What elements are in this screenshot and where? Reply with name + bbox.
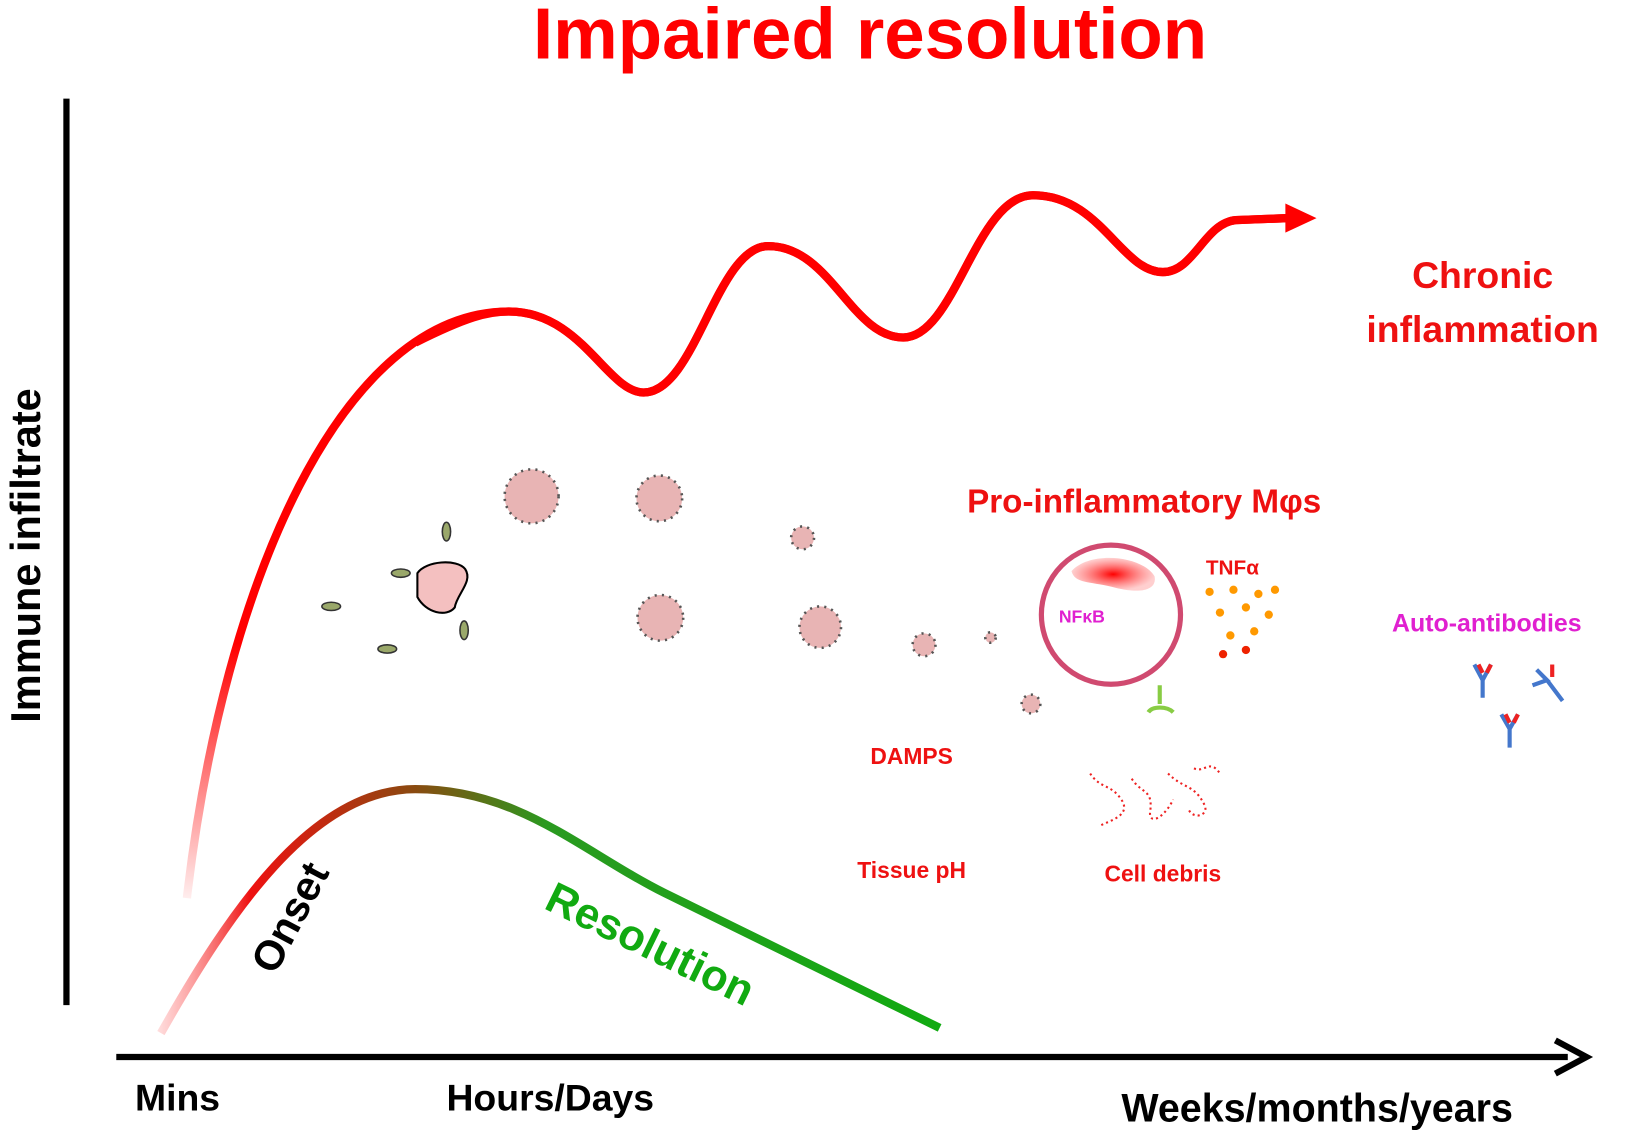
title: Impaired resolution: [533, 0, 1207, 75]
cell-debris: [1089, 765, 1221, 827]
resolution-label: Resolution: [538, 874, 761, 1016]
nfkb-label: NFκB: [1059, 606, 1105, 626]
damps-label: DAMPS: [870, 743, 952, 769]
y-axis-label: Immune infiltrate: [2, 388, 49, 722]
neutrophil: [416, 561, 469, 614]
nfkb-blob: [1071, 557, 1155, 591]
resolution-curve: [157, 784, 942, 1036]
x-axis-arrow: [1553, 1037, 1594, 1077]
tnf-dots: [1205, 585, 1280, 659]
macrophage-label: Pro-inflammatory Mφs: [967, 483, 1321, 520]
receptor: [1146, 685, 1175, 714]
x-label: Weeks/months/years: [1121, 1086, 1513, 1130]
chronic-arrow: [1285, 203, 1317, 233]
antibodies: [1472, 663, 1565, 748]
tnf-label: TNFα: [1206, 556, 1259, 579]
chronic-label: inflammation: [1366, 308, 1598, 350]
cell-debris-label: Cell debris: [1104, 860, 1221, 886]
onset-label: Onset: [241, 854, 338, 980]
chronic-curve: [413, 191, 1290, 397]
tissue-ph-label: Tissue pH: [857, 857, 966, 883]
cells: [503, 468, 1042, 715]
chronic-label: Chronic: [1412, 254, 1553, 296]
auto-antibodies-label: Auto-antibodies: [1392, 610, 1582, 638]
bacteria: [321, 521, 470, 654]
x-label: Hours/Days: [446, 1076, 654, 1118]
x-label: Mins: [135, 1076, 220, 1118]
